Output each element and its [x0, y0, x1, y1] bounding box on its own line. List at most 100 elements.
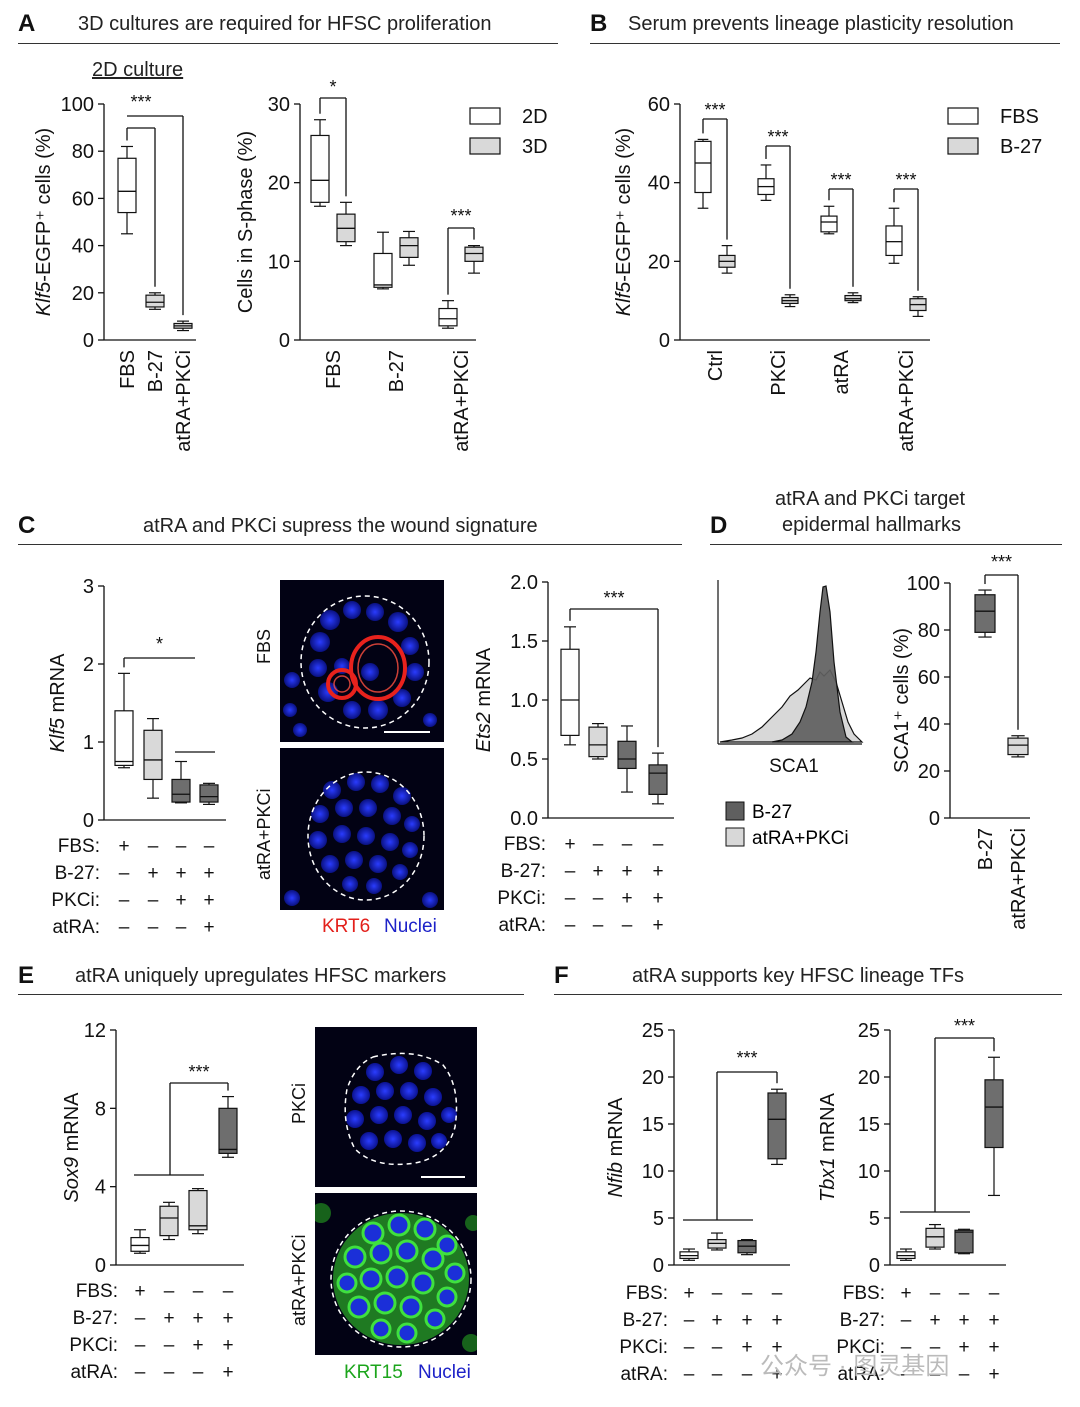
condition-f2-cell: – [901, 1364, 912, 1385]
chart-b-category-label: Ctrl [705, 350, 727, 381]
condition-e-cell: – [193, 1362, 204, 1383]
condition-c2-cell: – [622, 834, 633, 855]
flow-histogram: SCA1 [717, 580, 864, 777]
chart-b-ytick-label: 60 [648, 94, 670, 116]
condition-c1-cell: – [176, 836, 187, 857]
chart-a2-legend-swatch [469, 137, 501, 155]
chart-f2-box [984, 1079, 1004, 1149]
chart-e-ytick-label: 0 [95, 1255, 106, 1277]
condition-c1-cell: + [118, 836, 129, 857]
condition-c1-cell: – [176, 917, 187, 938]
chart-f2-box [925, 1227, 945, 1248]
panel-a-rule [18, 43, 558, 44]
chart-f2-ytick-label: 25 [858, 1020, 880, 1042]
micrograph-c-atra-pkci-image [280, 748, 444, 910]
condition-f2-cell: – [959, 1283, 970, 1304]
condition-f1-cell: + [741, 1310, 752, 1331]
chart-a1-category-label: FBS [117, 350, 139, 389]
condition-c1-cell: – [119, 863, 130, 884]
chart-a2-ytick-label: 10 [268, 251, 290, 273]
chart-e-box [159, 1205, 179, 1237]
condition-f1-cell: – [684, 1364, 695, 1385]
flow-b27-curve [771, 585, 854, 743]
micrograph-e-pkci [315, 1027, 477, 1187]
condition-e-cell: + [222, 1308, 233, 1329]
condition-c2-cell: – [565, 861, 576, 882]
panel-f-title: atRA supports key HFSC lineage TFs [632, 965, 964, 987]
condition-c2-cell: – [593, 915, 604, 936]
condition-e-cell: – [164, 1335, 175, 1356]
condition-c2-cell: – [593, 834, 604, 855]
micrograph-c-caption-nuclei: Nuclei [384, 916, 437, 937]
chart-a1-category-label: atRA+PKCi [173, 350, 195, 452]
flow-legend: B-27 atRA+PKCi [724, 800, 904, 857]
chart-d-ytick-label: 60 [918, 667, 940, 689]
chart-a2-category-label: atRA+PKCi [451, 350, 473, 452]
panel-b-rule [590, 43, 1060, 44]
chart-a2-category-label: FBS [323, 350, 345, 389]
condition-c2-row-label: FBS: [504, 834, 546, 855]
chart-b-box [820, 215, 838, 233]
chart-a1-ylabel: Klf5-EGFP⁺ cells (%) [33, 128, 55, 316]
condition-e-cell: + [163, 1308, 174, 1329]
condition-f1-row-label: B-27: [623, 1310, 668, 1331]
condition-f1-cell: + [771, 1364, 782, 1385]
micrograph-e-caption-nuclei: Nuclei [418, 1362, 471, 1383]
chart-d-ylabel: SCA1⁺ cells (%) [891, 628, 913, 773]
panel-e-title: atRA uniquely upregulates HFSC markers [75, 965, 447, 987]
condition-e-cell: + [222, 1335, 233, 1356]
condition-c2-cell: – [565, 888, 576, 909]
chart-a2-box [438, 307, 458, 327]
chart-b-sig-label: *** [704, 100, 725, 120]
chart-c2-ytick-label: 1.5 [510, 631, 538, 653]
condition-e-cell: – [223, 1281, 234, 1302]
chart-a1-box [145, 294, 165, 308]
condition-c2-cell: + [652, 915, 663, 936]
condition-f1-cell: + [771, 1310, 782, 1331]
condition-f1-row-label: PKCi: [619, 1337, 668, 1358]
chart-c2-box [588, 726, 608, 758]
chart-f2-ytick-label: 15 [858, 1114, 880, 1136]
micrograph-c-caption-krt6: KRT6 [322, 916, 371, 937]
chart-d-ytick-label: 0 [929, 808, 940, 830]
chart-e-sig-label: *** [188, 1062, 209, 1082]
chart-a1-ytick-label: 80 [72, 141, 94, 163]
chart-b-ytick-label: 40 [648, 173, 670, 195]
condition-f2-cell: + [988, 1310, 999, 1331]
condition-c1-cell: + [203, 863, 214, 884]
condition-c2-cell: – [653, 834, 664, 855]
condition-e-cell: + [134, 1281, 145, 1302]
chart-a2-box [464, 246, 484, 262]
panel-d-rule [710, 544, 1062, 545]
chart-a2-ytick-label: 0 [279, 330, 290, 352]
micrograph-e-atra-pkci-image [315, 1193, 477, 1355]
condition-c1-cell: – [119, 890, 130, 911]
chart-f1-ytick-label: 0 [653, 1255, 664, 1277]
panel-b-letter: B [590, 10, 608, 37]
condition-e-row-label: B-27: [73, 1308, 118, 1329]
chart-a1-box [117, 157, 137, 214]
condition-c1-row-label: FBS: [58, 836, 100, 857]
condition-f1-cell: – [742, 1364, 753, 1385]
panel-a-title: 3D cultures are required for HFSC prolif… [78, 13, 492, 35]
condition-f1-cell: – [712, 1337, 723, 1358]
chart-d-box [974, 594, 996, 633]
panel-a-subtitle: 2D culture [92, 59, 184, 81]
panel-e-rule [18, 994, 524, 995]
condition-c1-cell: + [203, 890, 214, 911]
condition-e-row-label: PKCi: [69, 1335, 118, 1356]
condition-c2-cell: + [592, 861, 603, 882]
chart-c2-ytick-label: 1.0 [510, 690, 538, 712]
chart-c1-ytick-label: 0 [83, 810, 94, 832]
condition-f2-cell: + [988, 1337, 999, 1358]
condition-f2-cell: + [929, 1310, 940, 1331]
chart-e-ylabel: Sox9 mRNA [61, 1092, 83, 1203]
chart-e-ytick-label: 12 [84, 1020, 106, 1042]
chart-e-box [218, 1107, 238, 1154]
chart-f2-ylabel: Tbx1 mRNA [817, 1092, 839, 1202]
condition-f1-cell: + [771, 1337, 782, 1358]
chart-f1-ytick-label: 15 [642, 1114, 664, 1136]
chart-b-sig-label: *** [895, 170, 916, 190]
panel-f-rule [554, 994, 1062, 995]
chart-a1-ytick-label: 100 [61, 94, 94, 116]
